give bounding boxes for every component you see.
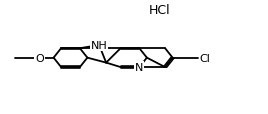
Text: O: O — [35, 53, 44, 63]
Text: HCl: HCl — [149, 4, 170, 17]
Text: N: N — [135, 63, 144, 72]
Text: Cl: Cl — [199, 53, 210, 63]
Text: NH: NH — [91, 41, 107, 51]
